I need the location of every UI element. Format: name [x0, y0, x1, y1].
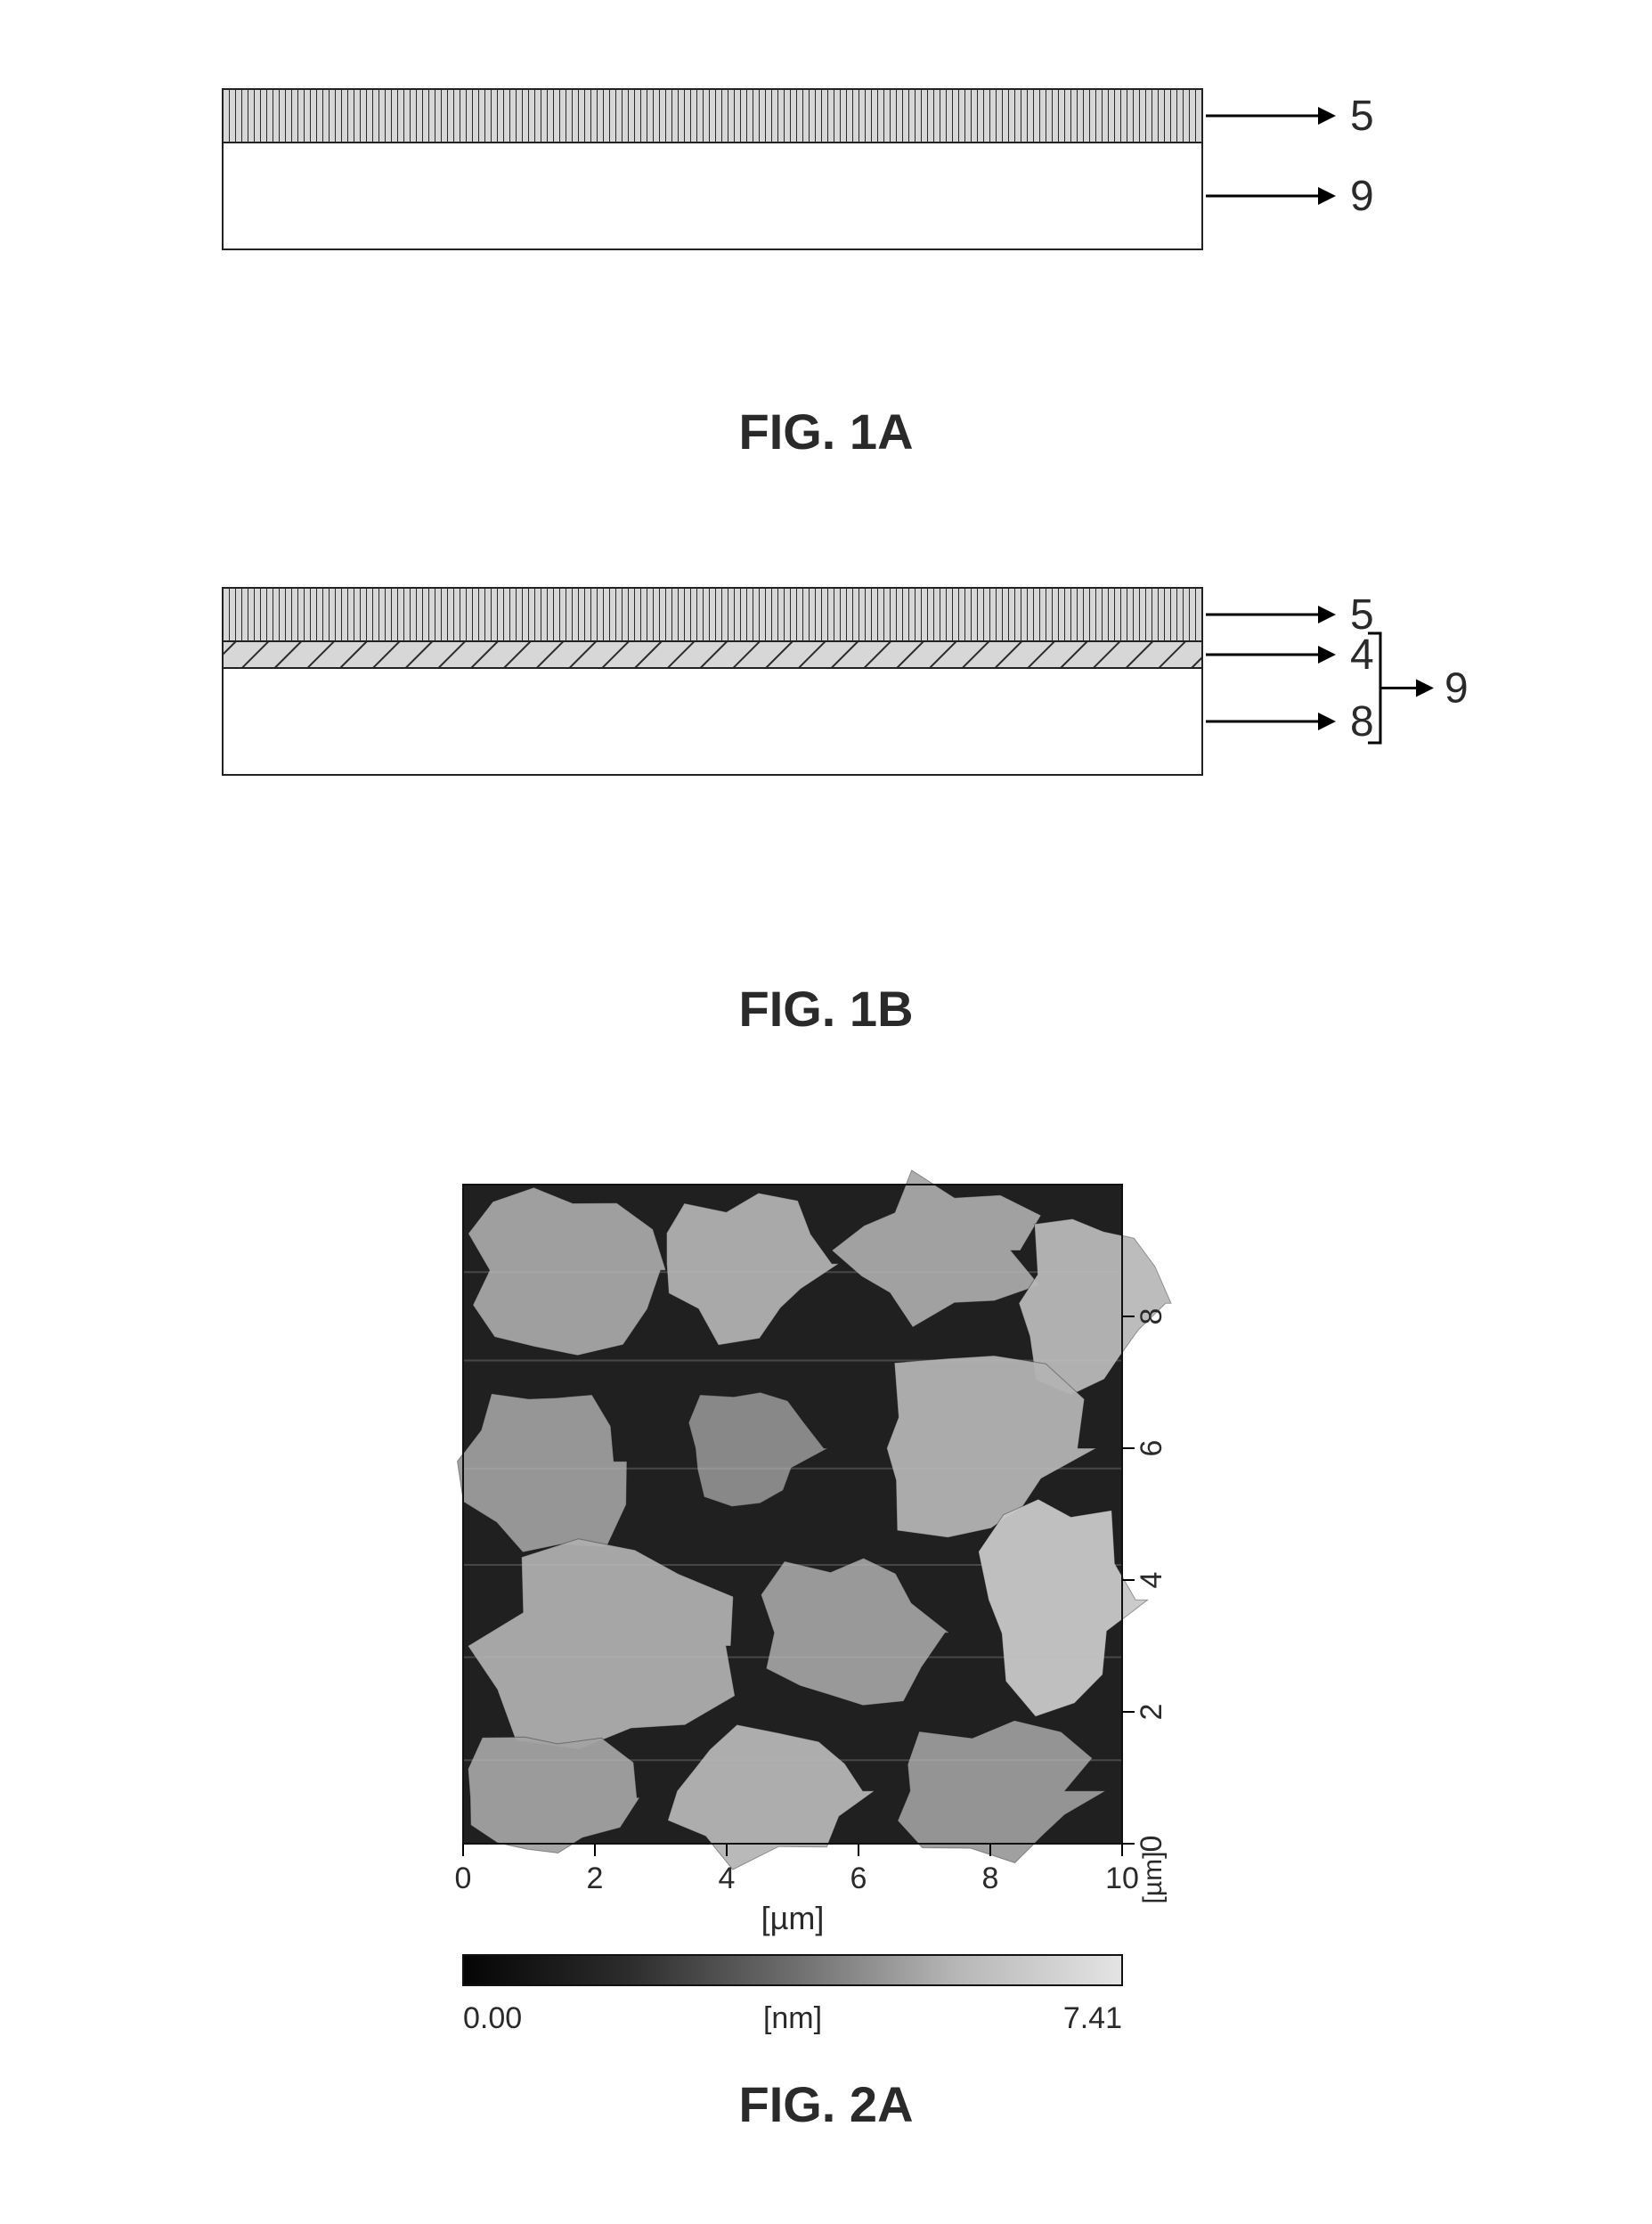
afm-y-tick-label: 0 — [1135, 1836, 1168, 1853]
afm-x-tick-label: 10 — [1105, 1861, 1139, 1895]
afm-x-tick-label: 4 — [719, 1861, 736, 1895]
afm-x-tick-label: 0 — [455, 1861, 472, 1895]
afm-y-tick-label: 2 — [1135, 1704, 1168, 1721]
colorbar-min-label: 0.00 — [463, 2001, 522, 2035]
afm-x-tick-label: 6 — [850, 1861, 867, 1895]
afm-y-axis-unit: [µm] — [1138, 1852, 1168, 1904]
afm-y-tick-label: 8 — [1135, 1308, 1168, 1325]
page: 59 FIG. 1A 5489 FIG. 1B 0246810[µm]02468… — [0, 0, 1652, 2224]
afm-x-axis-unit: [µm] — [761, 1900, 825, 1936]
afm-y-tick-label: 4 — [1135, 1572, 1168, 1589]
afm-colorbar — [463, 1955, 1122, 1985]
figure-2a-caption: FIG. 2A — [0, 2075, 1652, 2133]
colorbar-max-label: 7.41 — [1063, 2001, 1122, 2035]
afm-x-tick-label: 2 — [587, 1861, 604, 1895]
afm-y-tick-label: 6 — [1135, 1440, 1168, 1457]
figure-2a-afm-image: 0246810[µm]02468[µm]0.00[nm]7.41 — [0, 0, 1652, 2224]
afm-x-tick-label: 8 — [982, 1861, 999, 1895]
colorbar-unit: [nm] — [763, 2001, 822, 2035]
